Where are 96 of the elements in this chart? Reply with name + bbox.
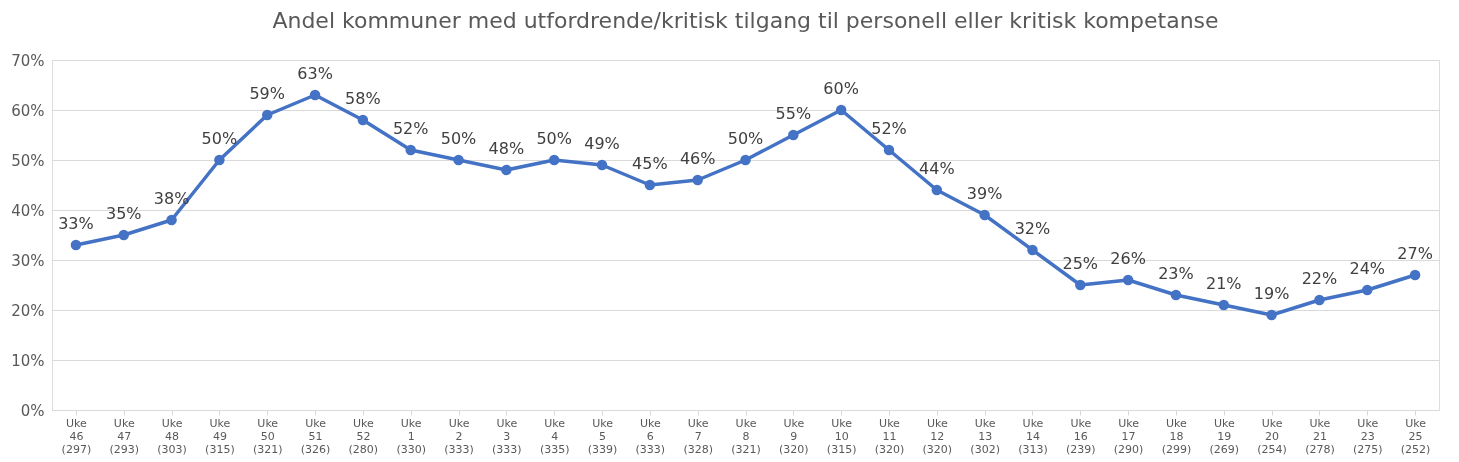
x-tick-label: Uke 19 (269) xyxy=(1209,416,1240,456)
data-label: 52% xyxy=(871,119,907,138)
point xyxy=(1362,284,1373,296)
x-tick-label: Uke 8 (321) xyxy=(731,416,761,456)
y-tick-label: 20% xyxy=(11,301,45,320)
x-tick-label: Uke 12 (320) xyxy=(922,416,953,456)
point xyxy=(644,179,656,191)
x-tick-label: Uke 25 (252) xyxy=(1400,416,1431,456)
point xyxy=(1027,244,1038,256)
x-tick-label: Uke 17 (290) xyxy=(1113,416,1144,456)
point xyxy=(357,114,369,126)
x-tick-label: Uke 23 (275) xyxy=(1352,416,1383,456)
data-label: 35% xyxy=(105,204,142,223)
data-label: 50% xyxy=(727,129,764,148)
data-label: 33% xyxy=(58,214,94,233)
data-label: 55% xyxy=(775,104,812,123)
point xyxy=(979,209,990,221)
x-tick-label: Uke 20 (254) xyxy=(1257,416,1287,456)
data-label: 39% xyxy=(966,184,1003,203)
data-label: 27% xyxy=(1397,244,1433,263)
data-label: 46% xyxy=(679,149,716,168)
point xyxy=(1314,294,1325,306)
point xyxy=(309,89,321,101)
point xyxy=(166,214,177,226)
point xyxy=(740,154,751,166)
x-tick-label: Uke 49 (315) xyxy=(205,416,235,456)
data-label: 24% xyxy=(1349,259,1386,278)
point xyxy=(1409,269,1421,281)
data-label: 23% xyxy=(1158,264,1194,283)
x-tick-label: Uke 4 (335) xyxy=(539,416,570,456)
data-label: 48% xyxy=(488,139,525,158)
point xyxy=(596,159,608,171)
point xyxy=(788,129,799,141)
data-label: 22% xyxy=(1301,269,1338,288)
y-tick-label: 60% xyxy=(11,101,45,120)
data-label: 52% xyxy=(392,119,429,138)
data-label: 63% xyxy=(297,64,333,83)
data-label: 26% xyxy=(1110,249,1146,268)
data-label: 50% xyxy=(536,129,572,148)
data-label: 60% xyxy=(823,79,859,98)
point xyxy=(214,154,225,166)
point xyxy=(835,104,847,116)
data-label: 50% xyxy=(440,129,477,148)
point xyxy=(453,154,464,166)
data-label: 32% xyxy=(1014,219,1051,238)
point xyxy=(1266,309,1277,321)
x-tick-label: Uke 13 (302) xyxy=(970,416,1000,456)
x-tick-label: Uke 10 (315) xyxy=(826,416,857,456)
x-tick-label: Uke 48 (303) xyxy=(157,416,187,456)
point xyxy=(692,174,703,186)
y-tick-label: 10% xyxy=(11,351,45,370)
chart-title: Andel kommuner med utfordrende/kritisk tilgang til personell eller kritisk kompetanse xyxy=(272,8,1219,33)
x-tick-label: Uke 2 (333) xyxy=(444,416,474,456)
point xyxy=(261,109,273,121)
y-tick-label: 70% xyxy=(11,51,45,70)
point xyxy=(1170,289,1182,301)
y-tick-label: 50% xyxy=(11,151,45,170)
x-tick-label: Uke 21 (278) xyxy=(1305,416,1335,456)
x-tick-label: Uke 52 (280) xyxy=(348,416,379,456)
x-tick-label: Uke 3 (333) xyxy=(492,416,522,456)
point xyxy=(883,144,895,156)
data-label: 50% xyxy=(201,129,238,148)
point xyxy=(1075,279,1086,291)
x-tick-label: Uke 14 (313) xyxy=(1018,416,1048,456)
point xyxy=(70,239,82,251)
x-tick-label: Uke 11 (320) xyxy=(874,416,905,456)
point xyxy=(1122,274,1134,286)
point xyxy=(118,229,129,241)
x-tick-label: Uke 1 (330) xyxy=(396,416,426,456)
x-tick-label: Uke 18 (299) xyxy=(1161,416,1192,456)
point xyxy=(405,144,416,156)
x-tick-label: Uke 5 (339) xyxy=(587,416,618,456)
x-tick-label: Uke 9 (320) xyxy=(779,416,809,456)
point xyxy=(931,184,943,196)
x-tick-label: Uke 46 (297) xyxy=(61,416,92,456)
data-label: 38% xyxy=(153,189,190,208)
data-label: 49% xyxy=(584,134,620,153)
data-label: 59% xyxy=(249,84,286,103)
point xyxy=(501,164,512,176)
data-label: 58% xyxy=(345,89,381,108)
x-tick-label: Uke 6 (333) xyxy=(635,416,666,456)
x-tick-label: Uke 50 (321) xyxy=(252,416,283,456)
data-label: 21% xyxy=(1205,274,1242,293)
point xyxy=(548,154,560,166)
x-tick-label: Uke 16 (239) xyxy=(1066,416,1096,456)
x-tick-label: Uke 47 (293) xyxy=(109,416,140,456)
x-tick-label: Uke 51 (326) xyxy=(300,416,331,456)
point xyxy=(1218,299,1230,311)
data-label: 19% xyxy=(1253,284,1290,303)
x-tick-label: Uke 7 (328) xyxy=(683,416,713,456)
y-tick-label: 0% xyxy=(20,401,45,420)
y-tick-label: 30% xyxy=(11,251,45,270)
data-label: 44% xyxy=(919,159,955,178)
data-label: 25% xyxy=(1062,254,1099,273)
data-label: 45% xyxy=(632,154,668,173)
y-tick-label: 40% xyxy=(11,201,45,220)
